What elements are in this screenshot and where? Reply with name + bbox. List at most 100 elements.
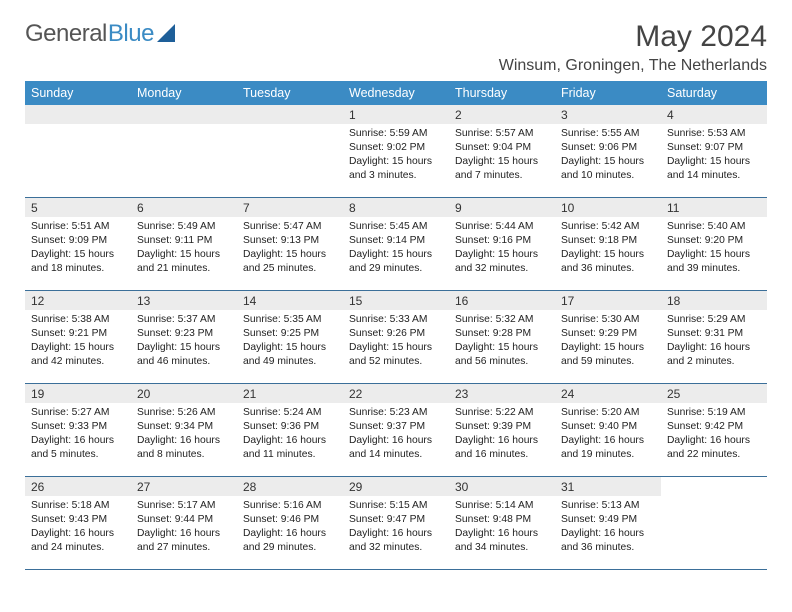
day-number-cell: 12 — [25, 291, 131, 311]
daylight-line: Daylight: 16 hours and 11 minutes. — [243, 434, 337, 462]
daylight-line: Daylight: 16 hours and 5 minutes. — [31, 434, 125, 462]
sunrise-line: Sunrise: 5:16 AM — [243, 499, 337, 513]
day-number-cell: 7 — [237, 198, 343, 218]
sunset-line: Sunset: 9:16 PM — [455, 234, 549, 248]
day-number-cell: 1 — [343, 105, 449, 124]
daylight-line: Daylight: 15 hours and 14 minutes. — [667, 155, 761, 183]
day-number-cell: 5 — [25, 198, 131, 218]
sunset-line: Sunset: 9:23 PM — [137, 327, 231, 341]
day-number-cell: 8 — [343, 198, 449, 218]
day-info-cell: Sunrise: 5:57 AMSunset: 9:04 PMDaylight:… — [449, 124, 555, 198]
day-info-cell: Sunrise: 5:51 AMSunset: 9:09 PMDaylight:… — [25, 217, 131, 291]
day-info-cell: Sunrise: 5:17 AMSunset: 9:44 PMDaylight:… — [131, 496, 237, 570]
day-number-cell — [131, 105, 237, 124]
day-info-cell: Sunrise: 5:27 AMSunset: 9:33 PMDaylight:… — [25, 403, 131, 477]
sunset-line: Sunset: 9:34 PM — [137, 420, 231, 434]
sunset-line: Sunset: 9:44 PM — [137, 513, 231, 527]
sunrise-line: Sunrise: 5:42 AM — [561, 220, 655, 234]
day-number-cell — [661, 477, 767, 497]
daylight-line: Daylight: 16 hours and 19 minutes. — [561, 434, 655, 462]
sunrise-line: Sunrise: 5:45 AM — [349, 220, 443, 234]
daynum-row: 12131415161718 — [25, 291, 767, 311]
sunset-line: Sunset: 9:07 PM — [667, 141, 761, 155]
daylight-line: Daylight: 15 hours and 29 minutes. — [349, 248, 443, 276]
weekday-header-row: Sunday Monday Tuesday Wednesday Thursday… — [25, 81, 767, 105]
sunrise-line: Sunrise: 5:35 AM — [243, 313, 337, 327]
day-info-cell: Sunrise: 5:18 AMSunset: 9:43 PMDaylight:… — [25, 496, 131, 570]
day-info-cell: Sunrise: 5:19 AMSunset: 9:42 PMDaylight:… — [661, 403, 767, 477]
daylight-line: Daylight: 15 hours and 52 minutes. — [349, 341, 443, 369]
sunrise-line: Sunrise: 5:53 AM — [667, 127, 761, 141]
sunset-line: Sunset: 9:04 PM — [455, 141, 549, 155]
sunrise-line: Sunrise: 5:14 AM — [455, 499, 549, 513]
day-info-cell: Sunrise: 5:26 AMSunset: 9:34 PMDaylight:… — [131, 403, 237, 477]
header: GeneralBlue May 2024 Winsum, Groningen, … — [25, 20, 767, 75]
day-number-cell: 17 — [555, 291, 661, 311]
sunrise-line: Sunrise: 5:49 AM — [137, 220, 231, 234]
daylight-line: Daylight: 16 hours and 16 minutes. — [455, 434, 549, 462]
weekday-header: Thursday — [449, 81, 555, 105]
day-number-cell: 30 — [449, 477, 555, 497]
sunset-line: Sunset: 9:09 PM — [31, 234, 125, 248]
day-info-cell: Sunrise: 5:45 AMSunset: 9:14 PMDaylight:… — [343, 217, 449, 291]
sunset-line: Sunset: 9:49 PM — [561, 513, 655, 527]
weekday-header: Tuesday — [237, 81, 343, 105]
day-number-cell: 3 — [555, 105, 661, 124]
day-info-cell: Sunrise: 5:14 AMSunset: 9:48 PMDaylight:… — [449, 496, 555, 570]
day-info-cell — [25, 124, 131, 198]
day-info-cell: Sunrise: 5:16 AMSunset: 9:46 PMDaylight:… — [237, 496, 343, 570]
daynum-row: 567891011 — [25, 198, 767, 218]
sunset-line: Sunset: 9:13 PM — [243, 234, 337, 248]
sunrise-line: Sunrise: 5:38 AM — [31, 313, 125, 327]
day-number-cell: 27 — [131, 477, 237, 497]
daylight-line: Daylight: 15 hours and 10 minutes. — [561, 155, 655, 183]
daylight-line: Daylight: 15 hours and 36 minutes. — [561, 248, 655, 276]
logo-text-left: General — [25, 20, 107, 48]
day-number-cell: 28 — [237, 477, 343, 497]
sunrise-line: Sunrise: 5:19 AM — [667, 406, 761, 420]
day-info-cell: Sunrise: 5:55 AMSunset: 9:06 PMDaylight:… — [555, 124, 661, 198]
sunset-line: Sunset: 9:37 PM — [349, 420, 443, 434]
day-number-cell: 11 — [661, 198, 767, 218]
daylight-line: Daylight: 16 hours and 27 minutes. — [137, 527, 231, 555]
day-number-cell: 19 — [25, 384, 131, 404]
sunrise-line: Sunrise: 5:20 AM — [561, 406, 655, 420]
daynum-row: 262728293031 — [25, 477, 767, 497]
sunrise-line: Sunrise: 5:23 AM — [349, 406, 443, 420]
daylight-line: Daylight: 15 hours and 3 minutes. — [349, 155, 443, 183]
sunset-line: Sunset: 9:29 PM — [561, 327, 655, 341]
calendar-table: Sunday Monday Tuesday Wednesday Thursday… — [25, 81, 767, 570]
sunrise-line: Sunrise: 5:27 AM — [31, 406, 125, 420]
sunrise-line: Sunrise: 5:26 AM — [137, 406, 231, 420]
sunset-line: Sunset: 9:36 PM — [243, 420, 337, 434]
daylight-line: Daylight: 15 hours and 42 minutes. — [31, 341, 125, 369]
day-info-cell: Sunrise: 5:35 AMSunset: 9:25 PMDaylight:… — [237, 310, 343, 384]
day-number-cell: 14 — [237, 291, 343, 311]
sunrise-line: Sunrise: 5:51 AM — [31, 220, 125, 234]
sunrise-line: Sunrise: 5:37 AM — [137, 313, 231, 327]
day-info-cell: Sunrise: 5:20 AMSunset: 9:40 PMDaylight:… — [555, 403, 661, 477]
day-info-cell: Sunrise: 5:37 AMSunset: 9:23 PMDaylight:… — [131, 310, 237, 384]
logo: GeneralBlue — [25, 20, 175, 48]
daylight-line: Daylight: 15 hours and 39 minutes. — [667, 248, 761, 276]
day-info-cell: Sunrise: 5:13 AMSunset: 9:49 PMDaylight:… — [555, 496, 661, 570]
daylight-line: Daylight: 16 hours and 29 minutes. — [243, 527, 337, 555]
weekday-header: Friday — [555, 81, 661, 105]
sunset-line: Sunset: 9:46 PM — [243, 513, 337, 527]
month-title: May 2024 — [499, 20, 767, 53]
info-row: Sunrise: 5:18 AMSunset: 9:43 PMDaylight:… — [25, 496, 767, 570]
day-number-cell: 10 — [555, 198, 661, 218]
daylight-line: Daylight: 16 hours and 34 minutes. — [455, 527, 549, 555]
sunset-line: Sunset: 9:14 PM — [349, 234, 443, 248]
day-number-cell: 16 — [449, 291, 555, 311]
day-info-cell: Sunrise: 5:44 AMSunset: 9:16 PMDaylight:… — [449, 217, 555, 291]
day-number-cell — [25, 105, 131, 124]
day-number-cell: 2 — [449, 105, 555, 124]
sunrise-line: Sunrise: 5:17 AM — [137, 499, 231, 513]
sunset-line: Sunset: 9:25 PM — [243, 327, 337, 341]
day-number-cell — [237, 105, 343, 124]
sunset-line: Sunset: 9:26 PM — [349, 327, 443, 341]
daylight-line: Daylight: 16 hours and 32 minutes. — [349, 527, 443, 555]
day-info-cell: Sunrise: 5:42 AMSunset: 9:18 PMDaylight:… — [555, 217, 661, 291]
sunset-line: Sunset: 9:39 PM — [455, 420, 549, 434]
